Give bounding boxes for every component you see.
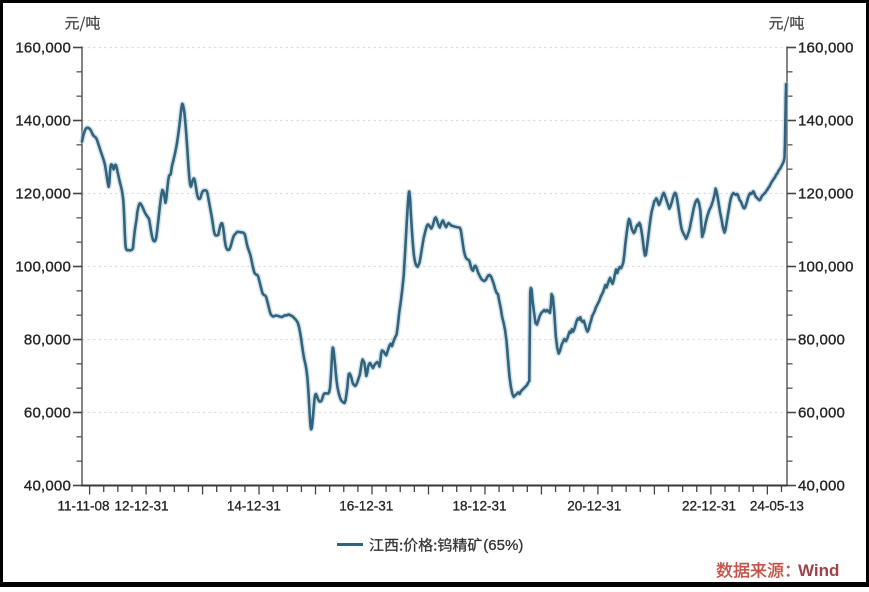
svg-text:40,000: 40,000	[798, 478, 845, 495]
svg-text:120,000: 120,000	[798, 186, 854, 203]
svg-text:16-12-31: 16-12-31	[339, 499, 393, 514]
svg-text:60,000: 60,000	[24, 405, 71, 422]
svg-text:(65%): (65%)	[483, 537, 523, 554]
svg-text:14-12-31: 14-12-31	[227, 499, 281, 514]
svg-text:40,000: 40,000	[24, 478, 71, 495]
svg-text:140,000: 140,000	[798, 113, 854, 130]
svg-text:60,000: 60,000	[798, 405, 845, 422]
svg-text:11-11-08: 11-11-08	[57, 499, 109, 514]
svg-text:160,000: 160,000	[798, 40, 854, 57]
svg-text:80,000: 80,000	[798, 332, 845, 349]
svg-text:Wind: Wind	[798, 561, 839, 580]
svg-text:18-12-31: 18-12-31	[452, 499, 506, 514]
svg-text:24-05-13: 24-05-13	[750, 499, 804, 514]
svg-text:100,000: 100,000	[15, 259, 71, 276]
svg-text:140,000: 140,000	[15, 113, 71, 130]
svg-text:80,000: 80,000	[24, 332, 71, 349]
svg-text:120,000: 120,000	[15, 186, 71, 203]
svg-text:100,000: 100,000	[798, 259, 854, 276]
svg-text:12-12-31: 12-12-31	[114, 499, 168, 514]
svg-text:160,000: 160,000	[15, 40, 71, 57]
svg-text:20-12-31: 20-12-31	[567, 499, 621, 514]
svg-text:22-12-31: 22-12-31	[682, 499, 736, 514]
